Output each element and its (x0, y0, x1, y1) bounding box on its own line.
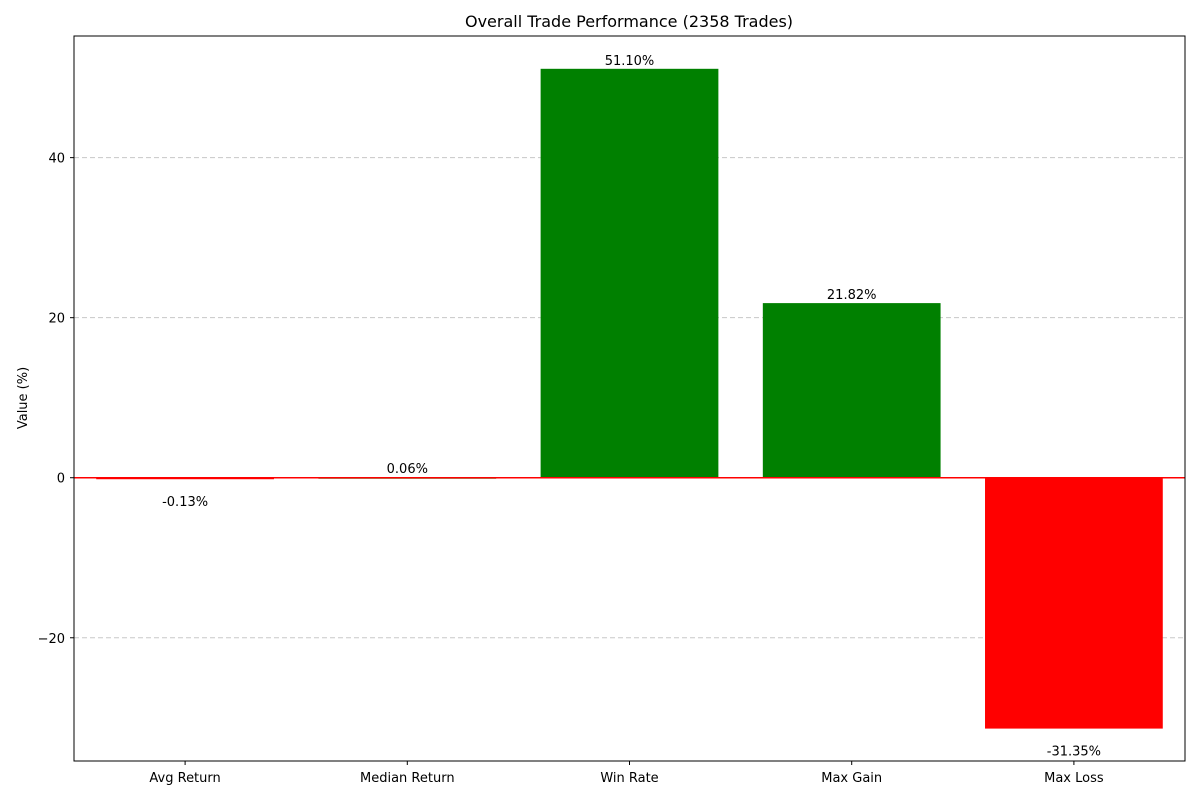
plot-frame (73, 35, 1186, 762)
chart-title: Overall Trade Performance (2358 Trades) (465, 12, 793, 31)
data-label: -0.13% (162, 495, 208, 510)
x-tick-label: Median Return (360, 771, 455, 786)
x-ticks: Avg Return Median Return Win Rate Max Gain M… (149, 761, 1104, 786)
x-tick-label: Max Gain (821, 771, 882, 786)
bars (96, 68, 1163, 729)
y-axis-label: Value (%) (16, 367, 31, 429)
data-label: -31.35% (1047, 745, 1101, 760)
bar (762, 303, 941, 478)
x-tick-label: Win Rate (600, 771, 658, 786)
y-tick-label: 20 (48, 312, 65, 327)
bar (985, 477, 1163, 729)
data-labels: -0.13% 0.06% 51.10% 21.82% -31.35% (162, 54, 1101, 760)
y-ticks: −20 0 20 40 (38, 152, 74, 647)
data-label: 21.82% (827, 288, 877, 303)
data-label: 51.10% (605, 54, 655, 69)
y-tick-label: −20 (38, 632, 65, 647)
y-tick-label: 0 (57, 472, 65, 487)
x-tick-label: Max Loss (1044, 771, 1104, 786)
bar (540, 68, 719, 478)
y-tick-label: 40 (48, 152, 65, 167)
x-tick-label: Avg Return (149, 771, 220, 786)
data-label: 0.06% (387, 462, 428, 477)
